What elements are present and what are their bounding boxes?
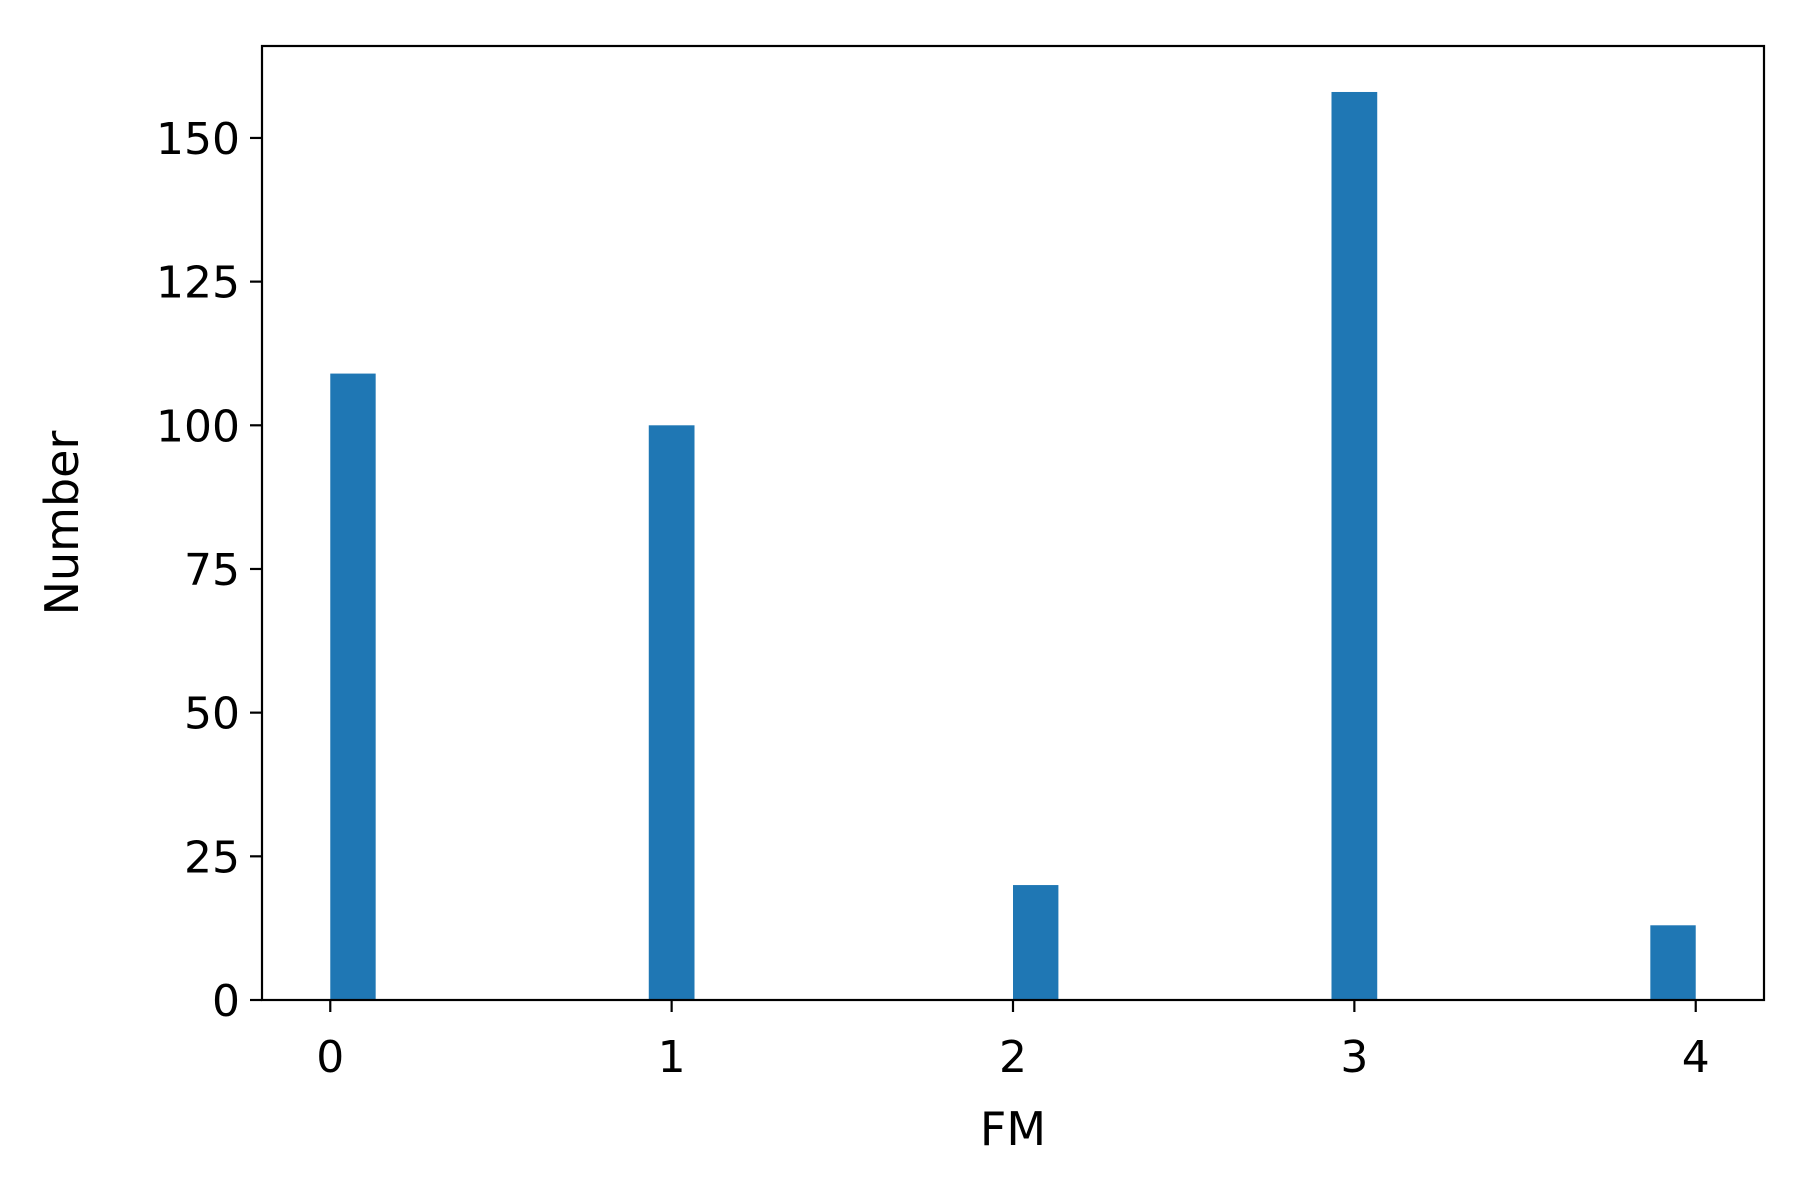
x-tick-label-2: 2	[999, 1032, 1027, 1083]
x-axis: 0 1 2 3 4	[316, 1000, 1710, 1083]
y-axis-title: Number	[35, 431, 89, 616]
y-axis: 0 25 50 75 100 125 150	[156, 114, 262, 1027]
y-tick-label-6: 150	[156, 114, 240, 165]
bar-4	[1650, 925, 1696, 1000]
x-tick-label-3: 3	[1340, 1032, 1368, 1083]
x-tick-label-0: 0	[316, 1032, 344, 1083]
bar-0	[330, 373, 376, 1000]
y-tick-label-0: 0	[212, 976, 240, 1027]
y-tick-label-4: 100	[156, 401, 240, 452]
bar-3	[1331, 91, 1378, 1001]
x-tick-label-4: 4	[1682, 1032, 1710, 1083]
x-tick-label-1: 1	[658, 1032, 686, 1083]
x-axis-title: FM	[980, 1102, 1046, 1156]
y-tick-label-3: 75	[184, 545, 240, 596]
bar-1	[648, 425, 695, 1000]
y-tick-label-1: 25	[184, 832, 240, 883]
bar-2	[1013, 885, 1059, 1000]
y-tick-label-5: 125	[156, 258, 240, 309]
bars-layer	[330, 91, 1696, 1001]
y-tick-label-2: 50	[184, 689, 240, 740]
